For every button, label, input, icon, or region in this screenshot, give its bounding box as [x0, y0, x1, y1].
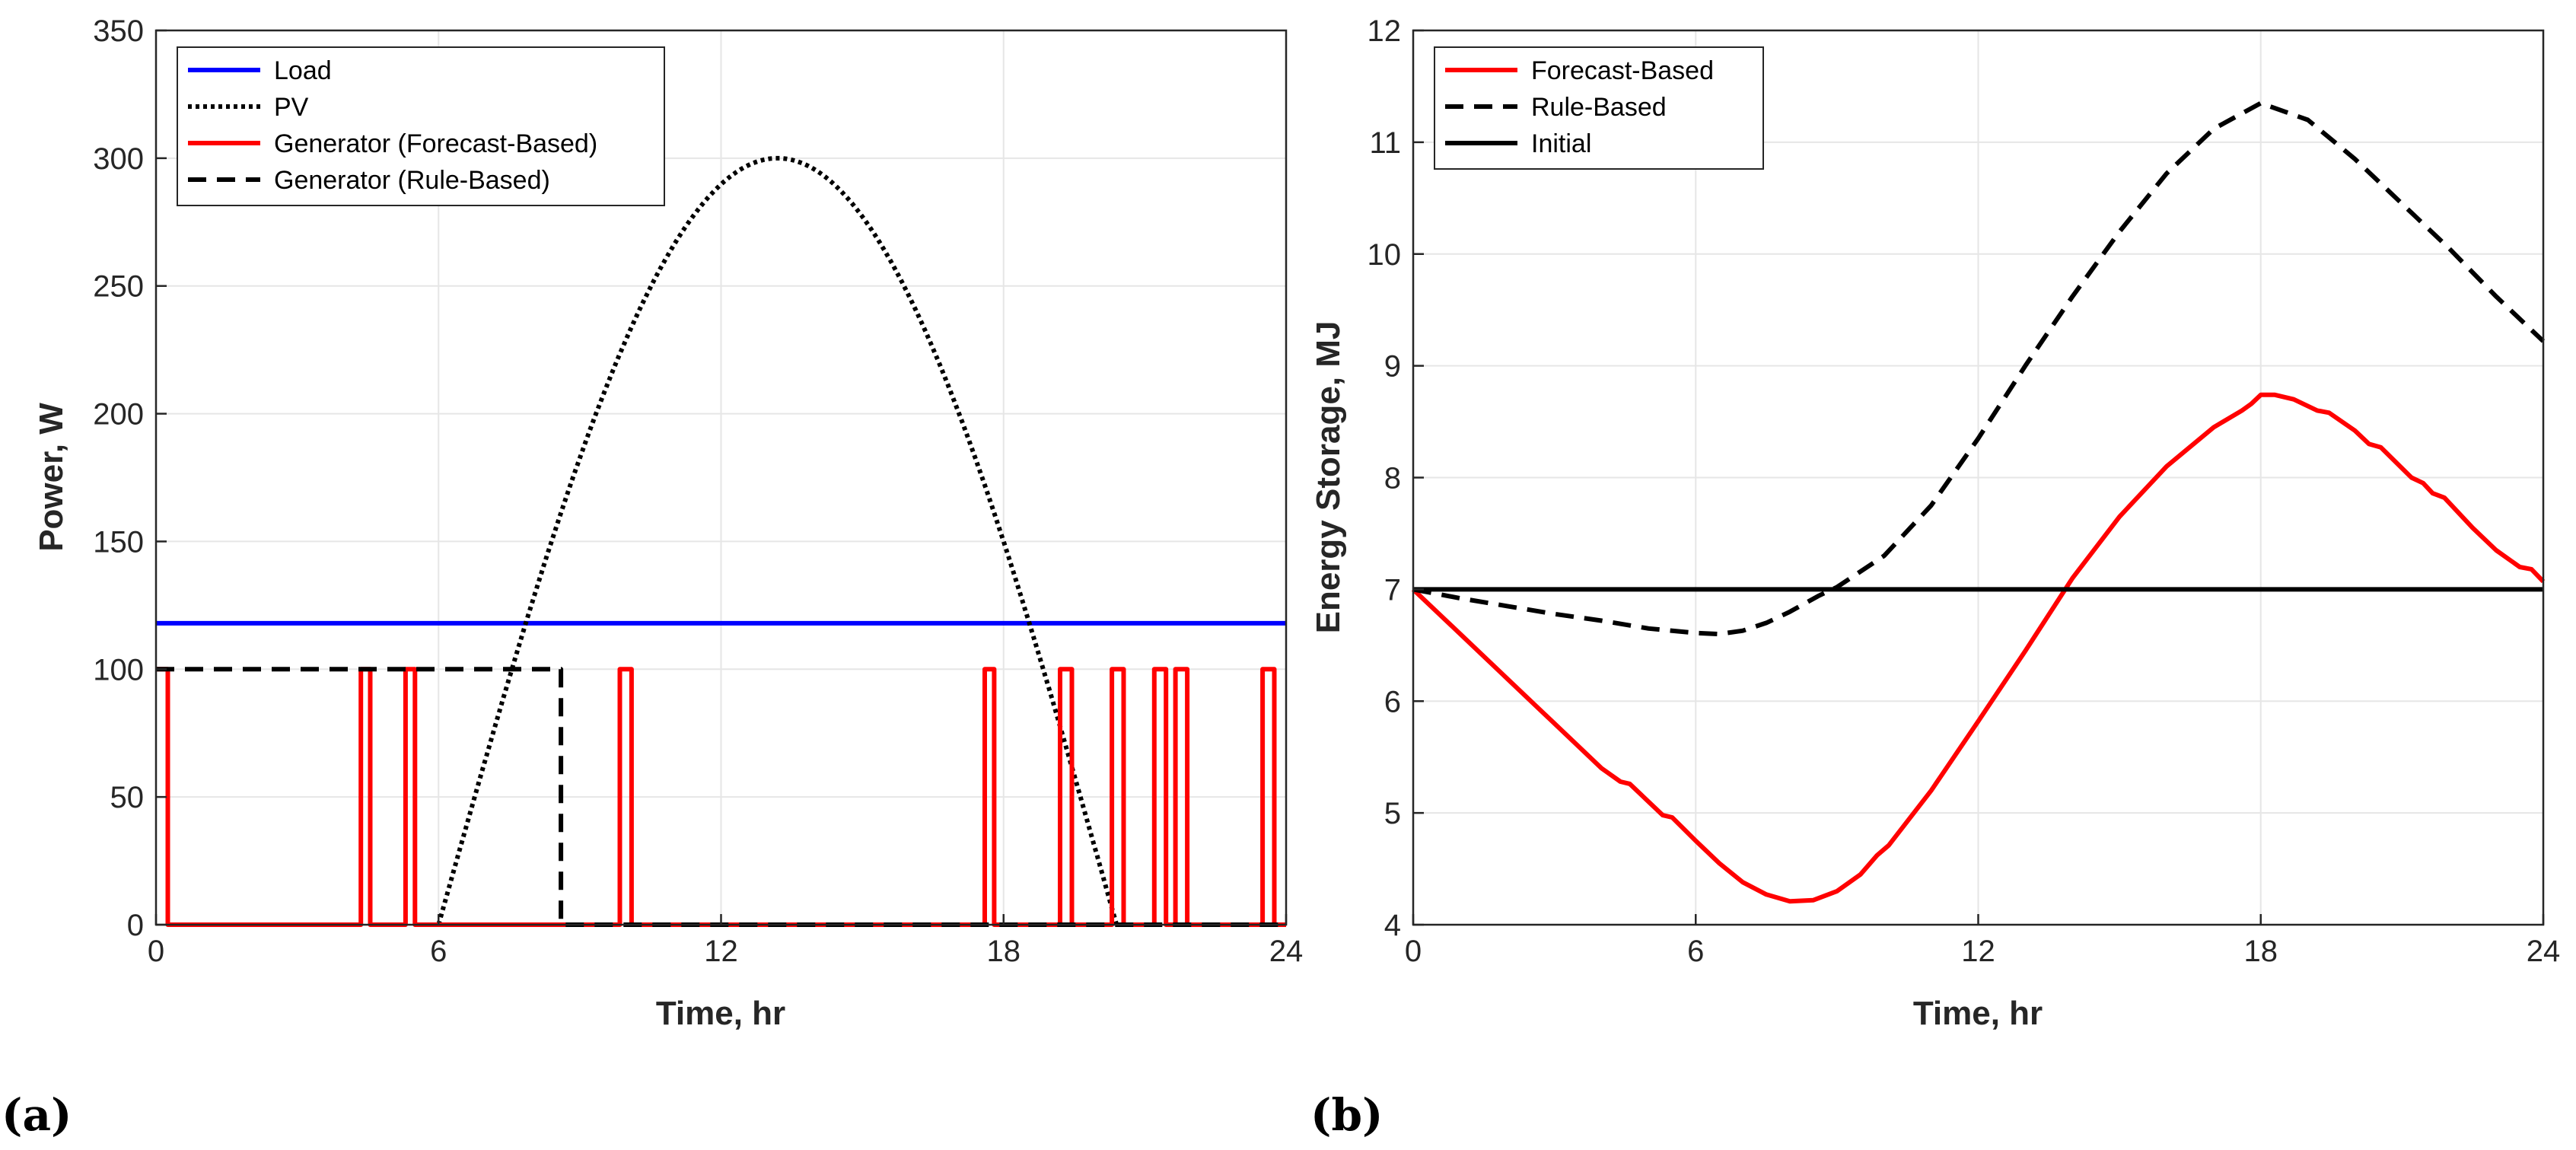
y-tick-label-b: 12	[1368, 14, 1402, 48]
x-tick-label-b: 24	[2527, 935, 2561, 968]
y-tick-label-a: 150	[93, 525, 144, 559]
y-tick-label-a: 250	[93, 270, 144, 304]
panel-a-power-chart: 0 6 12 18 24 0 50 100 150 200 250 300 350 Time, hr P…	[2, 14, 1303, 1141]
y-axis-label-a: Power, W	[33, 403, 70, 552]
y-tick-label-b: 5	[1384, 797, 1401, 830]
x-tick-label-b: 12	[1961, 935, 1995, 968]
y-axis-label-b: Energy Storage, MJ	[1310, 321, 1347, 634]
legend-b: Forecast-Based Rule-Based Initial	[1434, 46, 1764, 170]
ticks-a: 0 6 12 18 24 0 50 100 150 200 250 300 350	[93, 14, 1303, 968]
x-tick-label-b: 0	[1405, 935, 1422, 968]
ticks-b: 0 6 12 18 24 4 5 6 7 8 9 10 11 12	[1368, 14, 2561, 968]
x-tick-label-a: 24	[1269, 935, 1304, 968]
x-tick-label-a: 12	[704, 935, 738, 968]
legend-label: Forecast-Based	[1531, 56, 1714, 85]
panel-label-b: (b)	[1310, 1089, 1383, 1141]
y-tick-label-b: 6	[1384, 685, 1401, 718]
y-tick-label-a: 50	[110, 781, 145, 814]
x-tick-label-a: 0	[148, 935, 164, 968]
legend-a: Load PV Generator (Forecast-Based) Generato…	[177, 46, 665, 206]
legend-label: Initial	[1531, 129, 1591, 158]
series-line-forecast-based	[1411, 392, 2546, 904]
x-tick-label-b: 6	[1687, 935, 1704, 968]
y-tick-label-a: 0	[127, 909, 144, 942]
y-tick-label-a: 350	[93, 14, 144, 48]
panel-b-energy-storage-chart: 0 6 12 18 24 4 5 6 7 8 9 10 11 12 Time, hr Energy Sto…	[1310, 14, 2560, 1141]
x-tick-label-b: 18	[2244, 935, 2278, 968]
y-tick-label-a: 100	[93, 653, 144, 686]
y-tick-label-b: 7	[1384, 573, 1401, 607]
y-tick-label-b: 10	[1368, 238, 1402, 272]
panel-label-a: (a)	[2, 1089, 72, 1141]
y-tick-label-a: 200	[93, 398, 144, 432]
x-axis-label-b: Time, hr	[1913, 995, 2043, 1032]
series-line-pv	[436, 155, 1119, 925]
legend-label: Rule-Based	[1531, 93, 1667, 122]
legend-label: Load	[274, 56, 332, 85]
y-tick-label-b: 9	[1384, 350, 1401, 384]
x-tick-label-a: 18	[987, 935, 1021, 968]
series-line-rule-based	[1412, 100, 2546, 637]
legend-label: Generator (Rule-Based)	[274, 166, 550, 195]
y-tick-label-b: 4	[1384, 909, 1401, 942]
y-tick-label-a: 300	[93, 142, 144, 176]
legend-label: PV	[274, 93, 309, 122]
y-tick-label-b: 11	[1369, 126, 1401, 160]
x-axis-label-a: Time, hr	[656, 995, 785, 1032]
x-tick-label-a: 6	[430, 935, 447, 968]
legend-label: Generator (Forecast-Based)	[274, 129, 597, 158]
y-tick-label-b: 8	[1384, 462, 1401, 495]
series-layer-b	[1411, 100, 2546, 904]
